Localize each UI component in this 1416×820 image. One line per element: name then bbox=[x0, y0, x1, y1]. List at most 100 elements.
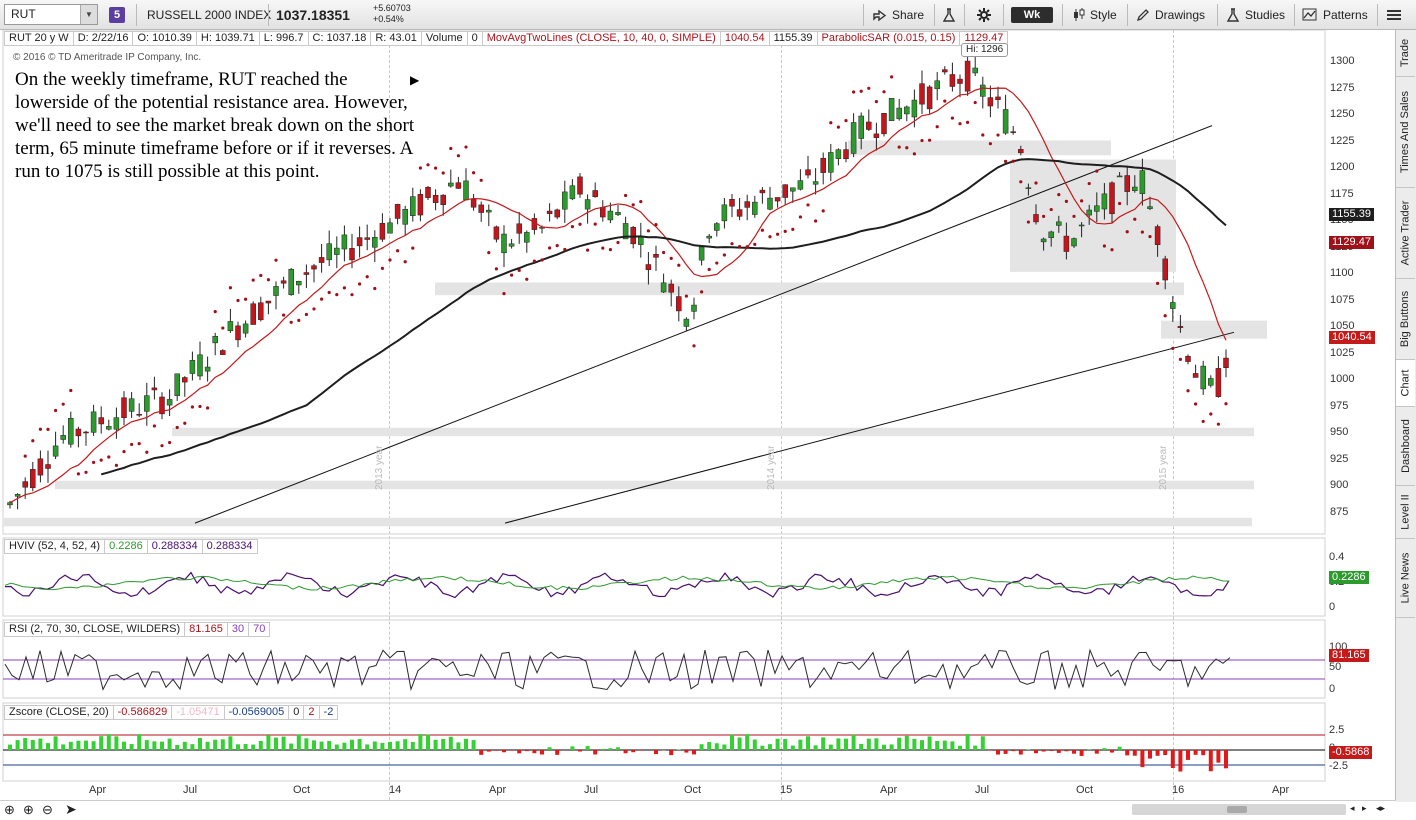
tab-times-and-sales[interactable]: Times And Sales bbox=[1396, 77, 1415, 188]
time-axis-label: Apr bbox=[1272, 784, 1289, 796]
tab-big-buttons[interactable]: Big Buttons bbox=[1396, 279, 1415, 360]
sar-dot bbox=[776, 233, 779, 236]
zscore-bar bbox=[608, 748, 612, 750]
candle-body bbox=[882, 113, 887, 134]
sar-dot bbox=[1050, 208, 1053, 211]
scroll-left-icon[interactable]: ◂ bbox=[1350, 803, 1355, 814]
candle-body bbox=[973, 68, 978, 73]
expand-icon[interactable]: ◂▸ bbox=[1376, 803, 1385, 814]
sar-dot bbox=[822, 209, 825, 212]
sar-dot bbox=[951, 116, 954, 119]
rsi-name[interactable]: RSI (2, 70, 30, CLOSE, WILDERS) bbox=[4, 622, 185, 637]
candle-body bbox=[1003, 109, 1008, 133]
zscore-bar bbox=[244, 744, 248, 750]
support-resistance-zone bbox=[1161, 321, 1267, 339]
symbol-input[interactable]: RUT▼ bbox=[4, 4, 98, 25]
right-sidebar: Trade Times And Sales Active Trader Big … bbox=[1395, 30, 1416, 802]
zoom-out-icon[interactable]: ⊖ bbox=[42, 802, 53, 818]
tab-chart[interactable]: Chart bbox=[1396, 360, 1415, 407]
chart-annotation-text[interactable]: On the weekly timeframe, RUT reached the… bbox=[15, 68, 425, 183]
zscore-bar bbox=[213, 740, 217, 750]
sar-dot bbox=[662, 251, 665, 254]
tab-live-news[interactable]: Live News bbox=[1396, 539, 1415, 618]
zscore-bar bbox=[31, 740, 35, 750]
time-axis-label: 15 bbox=[780, 784, 792, 796]
study-movavg-label[interactable]: MovAvgTwoLines (CLOSE, 10, 40, 0, SIMPLE… bbox=[483, 31, 721, 46]
link-group-badge[interactable]: 5 bbox=[109, 7, 125, 23]
sar-dot bbox=[518, 269, 521, 272]
candle-body bbox=[426, 187, 431, 197]
zscore-bar bbox=[1004, 750, 1008, 754]
flask-button[interactable] bbox=[942, 0, 956, 30]
zscore-bar bbox=[1125, 750, 1129, 755]
sar-dot bbox=[632, 203, 635, 206]
sar-dot bbox=[510, 274, 513, 277]
divider bbox=[1127, 4, 1128, 26]
hviv-name[interactable]: HVIV (52, 4, 52, 4) bbox=[4, 539, 105, 554]
zscore-name[interactable]: Zscore (CLOSE, 20) bbox=[4, 705, 114, 720]
time-axis-label: Oct bbox=[293, 784, 310, 796]
sar-dot bbox=[92, 461, 95, 464]
chevron-down-icon[interactable]: ▼ bbox=[80, 5, 97, 24]
zscore-bar bbox=[434, 740, 438, 750]
cursor-icon[interactable]: ➤ bbox=[65, 801, 77, 818]
zscore-bar bbox=[152, 741, 156, 750]
sar-dot bbox=[1004, 160, 1007, 163]
studies-button[interactable]: Studies bbox=[1226, 0, 1285, 30]
year-label: 2015 year bbox=[1158, 430, 1169, 490]
patterns-button[interactable]: Patterns bbox=[1302, 0, 1368, 30]
candle-body bbox=[1034, 214, 1039, 221]
candle-body bbox=[1186, 356, 1191, 361]
info-symbol: RUT 20 y W bbox=[4, 31, 74, 46]
candle-body bbox=[912, 100, 917, 117]
candle-body bbox=[752, 202, 757, 214]
play-triangle-icon[interactable]: ▶ bbox=[410, 73, 419, 87]
tab-trade[interactable]: Trade bbox=[1396, 30, 1415, 77]
year-label: 2014 year bbox=[766, 430, 777, 490]
drawings-button[interactable]: Drawings bbox=[1136, 0, 1205, 30]
zscore-value5: 2 bbox=[304, 705, 319, 720]
sar-dot bbox=[115, 464, 118, 467]
pan-icon[interactable]: ⊕ bbox=[4, 802, 15, 818]
candle-body bbox=[638, 237, 643, 245]
style-button[interactable]: Style bbox=[1072, 0, 1117, 30]
zoom-in-icon[interactable]: ⊕ bbox=[23, 802, 34, 818]
sar-dot bbox=[1065, 200, 1068, 203]
candle-body bbox=[1170, 302, 1175, 308]
tab-dashboard[interactable]: Dashboard bbox=[1396, 407, 1415, 486]
style-label: Style bbox=[1090, 8, 1117, 22]
sar-dot bbox=[890, 75, 893, 78]
share-button[interactable]: Share bbox=[872, 0, 924, 30]
candle-body bbox=[692, 305, 697, 311]
sar-dot bbox=[107, 455, 110, 458]
settings-button[interactable] bbox=[976, 0, 992, 30]
price-axis-label: 1200 bbox=[1330, 161, 1354, 173]
chart-info-bar: RUT 20 y W D: 2/22/16 O: 1010.39 H: 1039… bbox=[4, 31, 1008, 46]
sar-dot bbox=[442, 171, 445, 174]
timeframe-button[interactable]: Wk bbox=[1011, 7, 1053, 23]
zscore-bar bbox=[715, 743, 719, 750]
candle-body bbox=[965, 61, 970, 91]
sar-dot bbox=[39, 428, 42, 431]
study-sar-label[interactable]: ParabolicSAR (0.015, 0.15) bbox=[818, 31, 961, 46]
time-axis-label: 14 bbox=[389, 784, 401, 796]
tab-level-ii[interactable]: Level II bbox=[1396, 486, 1415, 539]
zscore-bar bbox=[722, 745, 726, 750]
candle-body bbox=[593, 190, 598, 196]
price-axis-label: 1300 bbox=[1330, 55, 1354, 67]
horizontal-scrollbar[interactable] bbox=[1132, 804, 1346, 815]
trendline bbox=[505, 332, 1234, 523]
sar-dot bbox=[343, 286, 346, 289]
candle-body bbox=[410, 197, 415, 216]
zscore-bar bbox=[456, 742, 460, 750]
candle-body bbox=[84, 432, 89, 433]
sar-dot bbox=[586, 249, 589, 252]
sar-dot bbox=[1027, 220, 1030, 223]
scrollbar-thumb[interactable] bbox=[1227, 806, 1247, 813]
tab-active-trader[interactable]: Active Trader bbox=[1396, 188, 1415, 279]
zscore-bar bbox=[988, 750, 992, 751]
sar-dot bbox=[860, 90, 863, 93]
scroll-right-icon[interactable]: ▸ bbox=[1362, 803, 1367, 814]
menu-button[interactable] bbox=[1387, 0, 1401, 30]
zscore-bar bbox=[745, 734, 749, 750]
